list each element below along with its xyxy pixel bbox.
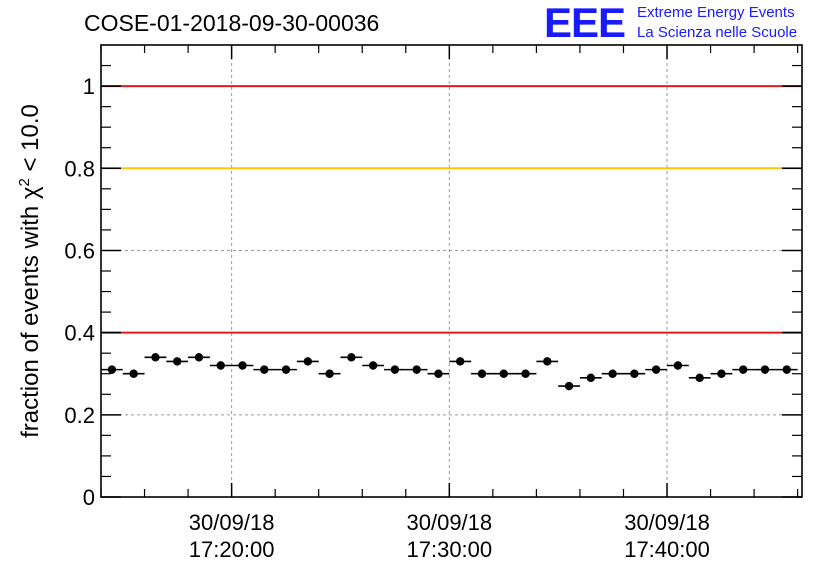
y-axis-label-sup: 2 <box>16 178 33 186</box>
data-marker <box>499 369 508 378</box>
data-points <box>101 353 798 391</box>
y-tick-label: 0.6 <box>64 238 95 263</box>
data-point <box>166 357 189 366</box>
data-marker <box>673 361 683 370</box>
y-axis-label-threshold: < 10.0 <box>17 104 44 178</box>
data-marker <box>651 365 661 374</box>
data-point <box>688 373 711 383</box>
data-marker <box>695 373 704 383</box>
data-marker <box>608 369 617 378</box>
data-point <box>471 369 493 378</box>
data-marker <box>129 369 138 378</box>
run-title: COSE-01-2018-09-30-00036 <box>84 10 380 36</box>
data-marker <box>543 357 552 366</box>
data-point <box>449 357 472 366</box>
data-marker <box>390 365 400 374</box>
data-marker <box>586 373 596 383</box>
y-tick-label: 0.8 <box>64 156 95 181</box>
tick-labels: 00.20.40.60.8130/09/1817:20:0030/09/1817… <box>64 74 709 562</box>
data-point <box>275 365 297 374</box>
data-marker <box>238 361 247 370</box>
x-tick-label-time: 17:30:00 <box>407 537 493 562</box>
data-marker <box>564 381 574 391</box>
y-tick-label: 0.2 <box>64 403 95 428</box>
data-marker <box>456 357 465 366</box>
data-marker <box>739 365 748 374</box>
data-marker <box>216 361 225 370</box>
data-point <box>340 353 363 362</box>
y-axis-label-chi: χ <box>17 186 44 199</box>
data-point <box>427 369 450 378</box>
eee-logo: EEE <box>544 0 626 46</box>
data-point <box>101 365 123 374</box>
plot-frame <box>100 44 803 498</box>
data-point <box>253 365 276 374</box>
data-marker <box>325 369 334 378</box>
data-point <box>775 365 798 374</box>
data-point <box>384 365 406 374</box>
data-point <box>188 353 210 362</box>
data-point <box>362 361 385 370</box>
y-axis-label: fraction of events with χ2 < 10.0 <box>16 104 44 438</box>
data-point <box>645 365 668 374</box>
y-tick-label: 1 <box>83 74 95 99</box>
data-point <box>492 369 515 378</box>
data-marker <box>630 369 639 378</box>
data-point <box>623 369 646 378</box>
data-marker <box>717 369 726 378</box>
data-point <box>601 369 624 378</box>
data-marker <box>782 365 791 374</box>
data-point <box>318 369 341 378</box>
data-marker <box>412 365 421 374</box>
data-marker <box>434 369 443 378</box>
data-marker <box>760 365 770 374</box>
data-marker <box>368 361 378 370</box>
logo-subtitle-1: Extreme Energy Events <box>637 4 795 21</box>
reference-lines <box>101 85 802 334</box>
data-point <box>209 361 232 370</box>
y-axis-label-text: fraction of events with <box>17 199 44 438</box>
x-tick-label-date: 30/09/18 <box>407 510 493 535</box>
data-point <box>536 357 559 366</box>
data-point <box>122 369 145 378</box>
x-tick-label-time: 17:40:00 <box>624 537 710 562</box>
x-tick-label-time: 17:20:00 <box>189 537 275 562</box>
data-point <box>296 357 319 366</box>
data-point <box>405 365 428 374</box>
data-marker <box>260 365 269 374</box>
data-point <box>667 361 689 370</box>
data-point <box>514 369 537 378</box>
data-marker <box>303 357 313 366</box>
ticks <box>100 45 802 498</box>
data-point <box>231 361 254 370</box>
data-marker <box>151 353 160 362</box>
x-tick-label-date: 30/09/18 <box>624 510 710 535</box>
data-marker <box>477 369 487 378</box>
data-point <box>144 353 167 362</box>
y-tick-label: 0 <box>83 485 95 510</box>
data-point <box>710 369 733 378</box>
data-point <box>558 381 580 391</box>
data-point <box>579 373 602 383</box>
data-marker <box>347 353 356 362</box>
data-point <box>754 365 776 374</box>
data-marker <box>281 365 291 374</box>
x-tick-label-date: 30/09/18 <box>189 510 275 535</box>
y-tick-label: 0.4 <box>64 321 95 346</box>
data-point <box>732 365 755 374</box>
data-marker <box>107 365 117 374</box>
data-marker <box>172 357 182 366</box>
data-marker <box>194 353 204 362</box>
logo-subtitle-2: La Scienza nelle Scuole <box>637 24 798 41</box>
data-marker <box>521 369 530 378</box>
grid-layer <box>101 45 802 497</box>
